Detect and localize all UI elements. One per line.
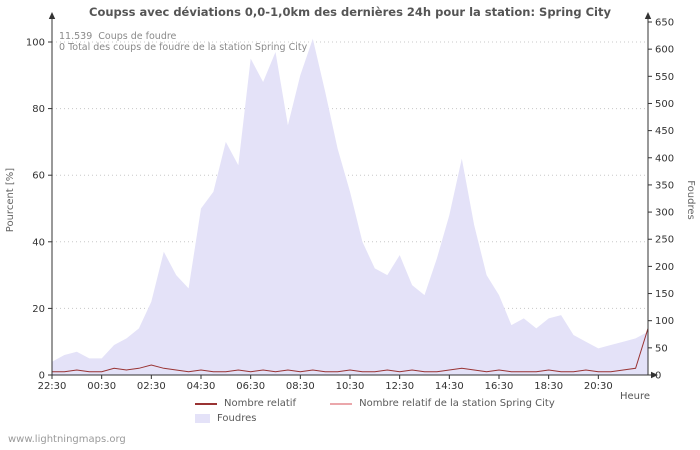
svg-text:0: 0 bbox=[39, 371, 45, 382]
legend-label-foudres: Foudres bbox=[217, 413, 257, 424]
legend-label-nombre-relatif: Nombre relatif bbox=[224, 398, 297, 409]
watermark: www.lightningmaps.org bbox=[8, 434, 126, 445]
svg-text:16:30: 16:30 bbox=[485, 381, 514, 392]
svg-text:500: 500 bbox=[655, 99, 674, 110]
line-series-1 bbox=[52, 328, 649, 373]
svg-text:450: 450 bbox=[655, 126, 674, 137]
svg-text:300: 300 bbox=[655, 208, 674, 219]
legend-row-area: Foudres bbox=[195, 413, 589, 424]
svg-text:80: 80 bbox=[32, 104, 45, 115]
svg-text:600: 600 bbox=[655, 45, 674, 56]
svg-text:10:30: 10:30 bbox=[336, 381, 365, 392]
chart-title: Coupss avec déviations 0,0-1,0km des der… bbox=[89, 5, 611, 19]
legend-swatch-foudres bbox=[195, 414, 210, 423]
svg-text:12:30: 12:30 bbox=[385, 381, 414, 392]
legend-item-station: Nombre relatif de la station Spring City bbox=[330, 398, 555, 409]
svg-text:400: 400 bbox=[655, 153, 674, 164]
svg-text:200: 200 bbox=[655, 262, 674, 273]
svg-text:18:30: 18:30 bbox=[534, 381, 563, 392]
svg-text:150: 150 bbox=[655, 289, 674, 300]
legend: Nombre relatif Nombre relatif de la stat… bbox=[195, 398, 589, 424]
annotation-total-strikes: 11.539 Coups de foudre bbox=[59, 31, 177, 42]
svg-text:20:30: 20:30 bbox=[584, 381, 613, 392]
svg-text:50: 50 bbox=[655, 343, 668, 354]
svg-text:06:30: 06:30 bbox=[236, 381, 265, 392]
svg-text:550: 550 bbox=[655, 72, 674, 83]
legend-swatch-nombre-relatif bbox=[195, 402, 217, 405]
svg-text:Pourcent [%]: Pourcent [%] bbox=[5, 168, 16, 233]
legend-row-lines: Nombre relatif Nombre relatif de la stat… bbox=[195, 398, 589, 409]
svg-text:40: 40 bbox=[32, 237, 45, 248]
svg-text:00:30: 00:30 bbox=[87, 381, 116, 392]
svg-text:250: 250 bbox=[655, 235, 674, 246]
legend-item-foudres: Foudres bbox=[195, 413, 256, 424]
annotation-station-strikes: 0 Total des coups de foudre de la statio… bbox=[59, 42, 308, 53]
legend-swatch-station bbox=[330, 402, 353, 405]
svg-text:60: 60 bbox=[32, 171, 45, 182]
legend-item-nombre-relatif: Nombre relatif bbox=[195, 398, 296, 409]
svg-text:20: 20 bbox=[32, 304, 45, 315]
svg-text:14:30: 14:30 bbox=[435, 381, 464, 392]
svg-text:Foudres: Foudres bbox=[685, 180, 696, 219]
svg-text:350: 350 bbox=[655, 180, 674, 191]
x-axis-title: Heure bbox=[619, 391, 650, 402]
svg-text:04:30: 04:30 bbox=[187, 381, 216, 392]
area-series-foudres bbox=[52, 38, 648, 375]
svg-text:22:30: 22:30 bbox=[38, 381, 67, 392]
svg-text:0: 0 bbox=[655, 371, 661, 382]
svg-text:02:30: 02:30 bbox=[137, 381, 166, 392]
svg-text:100: 100 bbox=[26, 38, 45, 49]
svg-text:100: 100 bbox=[655, 316, 674, 327]
legend-label-station: Nombre relatif de la station Spring City bbox=[359, 398, 555, 409]
svg-text:650: 650 bbox=[655, 18, 674, 29]
svg-text:08:30: 08:30 bbox=[286, 381, 315, 392]
